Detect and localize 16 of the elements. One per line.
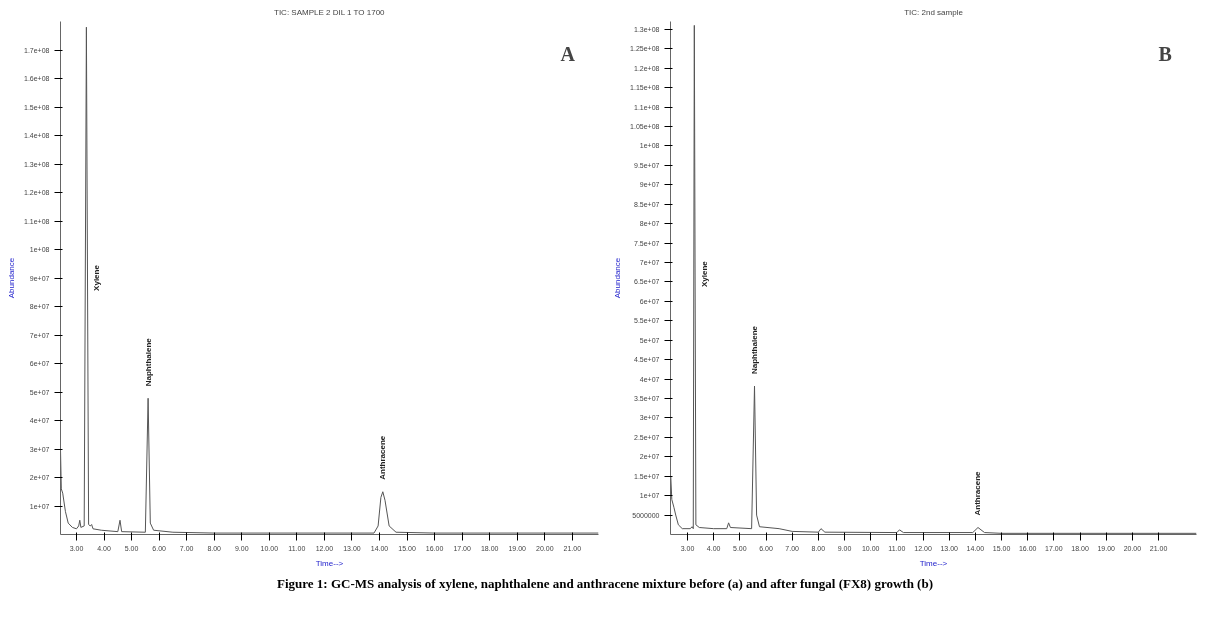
y-axis-title: Abundance [613, 257, 623, 299]
chart-title: TIC: 2nd sample [904, 7, 964, 17]
annotation: Naphthalene [143, 337, 153, 387]
x-axis-title: Time--> [315, 558, 344, 568]
annotation: Anthracene [973, 470, 983, 516]
annotation: Naphthalene [750, 325, 759, 375]
chart-title: TIC: SAMPLE 2 DIL 1 TO 1700 [273, 7, 386, 17]
caption: Figure 1: GC-MS analysis of xylene, naphthalene and anthracene mixture before (a) and after fungal (FX8) growth (b) [277, 575, 933, 593]
x-axis-title: Time--> [919, 558, 948, 568]
annotation: Xylene [699, 260, 709, 288]
annotation: A [560, 42, 576, 65]
annotation: B [1158, 42, 1172, 65]
annotation: Anthracene [378, 435, 388, 480]
annotation: Xylene [92, 264, 101, 291]
line-series [670, 24, 1197, 534]
y-axis-title: Abundance [7, 257, 16, 299]
